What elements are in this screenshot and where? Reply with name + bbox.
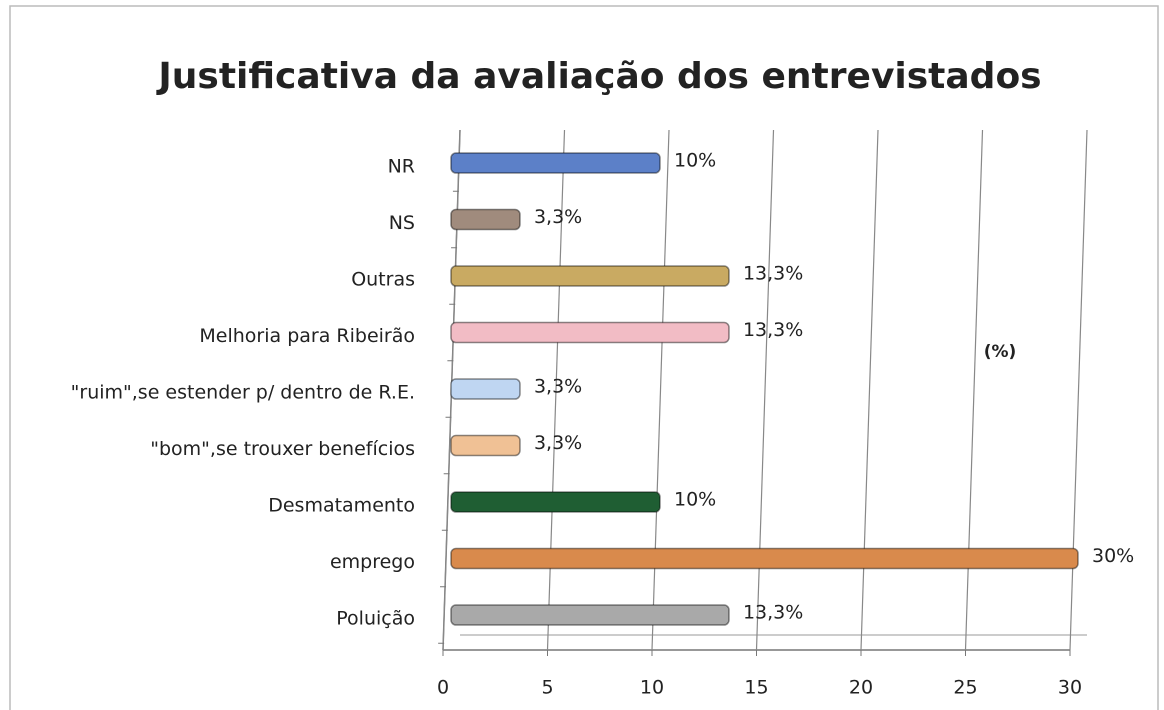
x-tick-label: 25: [953, 677, 977, 699]
y-tick-label: emprego: [330, 551, 415, 573]
x-tick-label: 30: [1058, 677, 1082, 699]
y-tick-label: NS: [389, 212, 415, 234]
value-label: 10%: [674, 489, 716, 511]
x-tick-label: 5: [541, 677, 553, 699]
value-label: 30%: [1092, 545, 1134, 567]
annotation: (%): [984, 342, 1017, 362]
y-tick-label: "ruim",se estender p/ dentro de R.E.: [71, 382, 415, 404]
bar: [450, 265, 730, 287]
value-label: 3,3%: [534, 206, 582, 228]
x-tick-label: 20: [849, 677, 873, 699]
value-label: 3,3%: [534, 376, 582, 398]
bar: [450, 491, 661, 513]
bar: [450, 152, 661, 174]
x-tick-label: 10: [640, 677, 664, 699]
bar: [450, 208, 521, 231]
bar: [450, 547, 1079, 570]
value-label: 10%: [674, 150, 716, 172]
y-tick-label: "bom",se trouxer benefícios: [150, 438, 415, 460]
y-tick-label: Outras: [351, 269, 415, 291]
bar: [450, 604, 730, 626]
bar: [450, 378, 521, 400]
chart-frame: [9, 5, 1159, 710]
x-tick-label: 0: [437, 677, 449, 699]
y-tick-label: Desmatamento: [268, 495, 415, 517]
bar: [450, 321, 730, 344]
bar: [450, 434, 521, 457]
y-tick-label: Poluição: [336, 608, 415, 630]
value-label: 13,3%: [743, 602, 803, 624]
x-tick-label: 15: [744, 677, 768, 699]
y-tick-label: Melhoria para Ribeirão: [199, 325, 415, 347]
value-label: 13,3%: [743, 263, 803, 285]
value-label: 13,3%: [743, 319, 803, 341]
value-label: 3,3%: [534, 432, 582, 454]
chart-title: Justificativa da avaliação dos entrevist…: [155, 56, 1041, 97]
y-tick-label: NR: [388, 156, 415, 178]
